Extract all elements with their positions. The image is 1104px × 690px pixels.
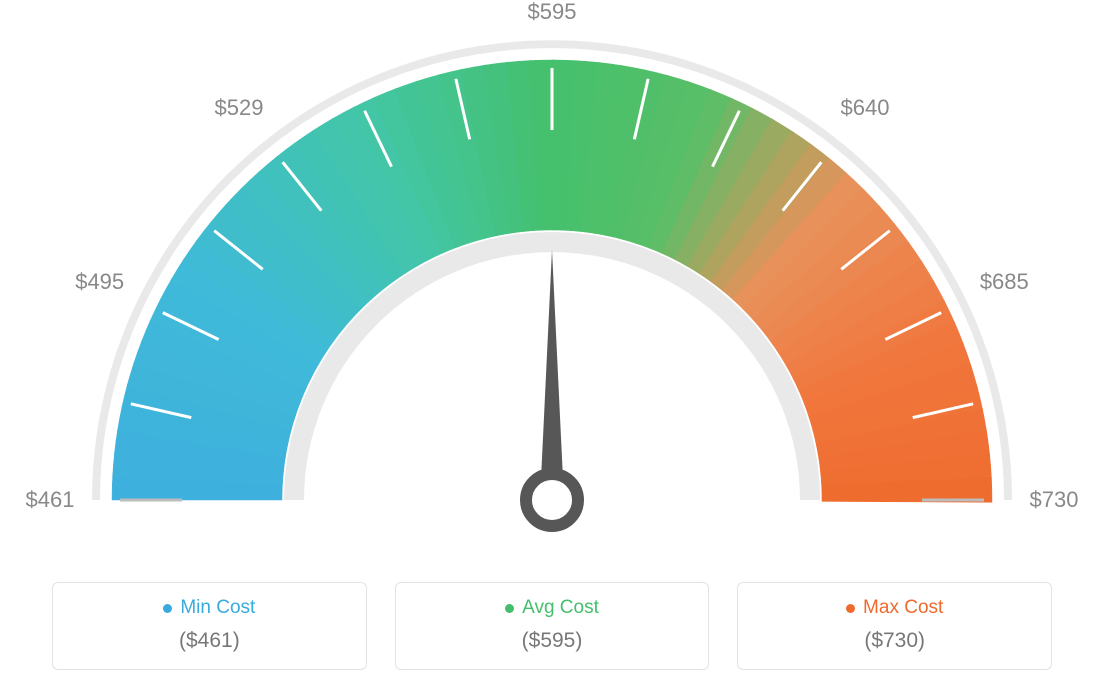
min-cost-value: ($461) bbox=[53, 629, 366, 653]
max-cost-dot-icon bbox=[846, 604, 855, 613]
gauge-tick-label: $685 bbox=[980, 269, 1029, 295]
max-cost-value: ($730) bbox=[738, 629, 1051, 653]
min-cost-dot-icon bbox=[163, 604, 172, 613]
gauge-tick-label: $461 bbox=[26, 487, 75, 513]
max-cost-title: Max Cost bbox=[846, 597, 943, 619]
summary-cards: Min Cost ($461) Avg Cost ($595) Max Cost… bbox=[52, 582, 1052, 670]
max-cost-card: Max Cost ($730) bbox=[737, 582, 1052, 670]
avg-cost-value: ($595) bbox=[396, 629, 709, 653]
avg-cost-title: Avg Cost bbox=[505, 597, 599, 619]
avg-cost-dot-icon bbox=[505, 604, 514, 613]
gauge-tick-label: $730 bbox=[1030, 487, 1079, 513]
avg-cost-card: Avg Cost ($595) bbox=[395, 582, 710, 670]
gauge-tick-label: $595 bbox=[528, 0, 577, 25]
min-cost-card: Min Cost ($461) bbox=[52, 582, 367, 670]
min-cost-title: Min Cost bbox=[163, 597, 255, 619]
gauge-tick-label: $640 bbox=[840, 95, 889, 121]
gauge-svg bbox=[0, 0, 1104, 560]
gauge-tick-label: $529 bbox=[215, 95, 264, 121]
gauge-chart: $461 $495 $529 $595 $640 $685 $730 bbox=[0, 0, 1104, 560]
min-cost-label: Min Cost bbox=[180, 597, 255, 619]
gauge-tick-label: $495 bbox=[75, 269, 124, 295]
max-cost-label: Max Cost bbox=[863, 597, 943, 619]
avg-cost-label: Avg Cost bbox=[522, 597, 599, 619]
